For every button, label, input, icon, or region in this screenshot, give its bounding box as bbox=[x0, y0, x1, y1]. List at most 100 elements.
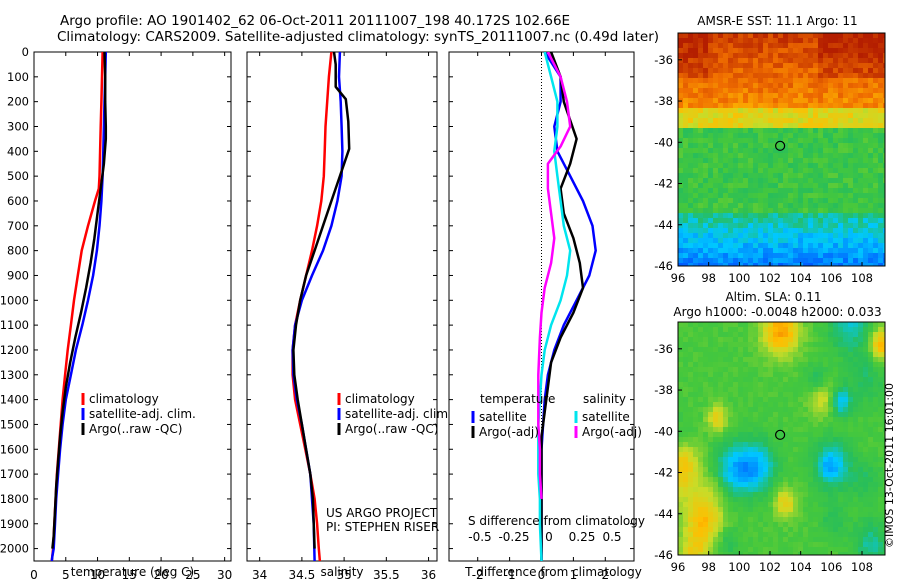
top-tick-label: 0.25 bbox=[569, 530, 596, 544]
x-tick-label: 35.5 bbox=[373, 568, 400, 580]
argo-position-marker bbox=[775, 429, 786, 440]
figure-title-line2: Climatology: CARS2009. Satellite-adjuste… bbox=[57, 29, 660, 45]
map-y-tick-label: -44 bbox=[654, 218, 673, 232]
y-tick-label: 1700 bbox=[0, 467, 29, 481]
legend-header-temperature: temperature bbox=[480, 392, 555, 406]
y-tick-label: 1400 bbox=[0, 393, 29, 407]
y-tick-label: 0 bbox=[22, 45, 29, 59]
legend-label: Argo(..raw -QC) bbox=[345, 422, 438, 436]
y-tick-label: 1300 bbox=[0, 368, 29, 382]
y-tick-label: 100 bbox=[7, 70, 29, 84]
map-frame bbox=[677, 321, 886, 556]
pi-annotation: PI: STEPHEN RISER bbox=[326, 520, 439, 534]
map-y-tick-label: -42 bbox=[654, 177, 673, 191]
x-tick-label: 35 bbox=[336, 568, 351, 580]
map-x-tick-label: 102 bbox=[759, 560, 781, 574]
map-x-tick-label: 106 bbox=[820, 271, 842, 285]
x-tick-label: 10 bbox=[90, 568, 105, 580]
y-tick-label: 1100 bbox=[0, 318, 29, 332]
map-field bbox=[678, 322, 885, 555]
x-tick-label: 15 bbox=[122, 568, 137, 580]
profile-panel-2: 34 34.5 35 35.5 36 salinity climatologysatelli… bbox=[246, 51, 452, 580]
imos-watermark: ©IMOS 13-Oct-2011 16:01:00 bbox=[883, 383, 896, 548]
profile-panel-1: 0 5 10 15 20 25 300100200300400500600700800900… bbox=[0, 45, 232, 580]
map-x-tick-label: 108 bbox=[851, 560, 873, 574]
map-y-tick-label: -40 bbox=[654, 424, 673, 438]
legend-label: climatology bbox=[345, 392, 415, 406]
y-tick-label: 1800 bbox=[0, 492, 29, 506]
map-y-tick-label: -40 bbox=[654, 135, 673, 149]
top-tick-label: -0.25 bbox=[498, 530, 529, 544]
legend-label: satellite bbox=[582, 410, 630, 424]
x-tick-label: 0 bbox=[538, 568, 546, 580]
map-y-tick-label: -46 bbox=[654, 259, 673, 273]
map-title: Altim. SLA: 0.11 bbox=[725, 290, 821, 304]
map-x-tick-label: 98 bbox=[701, 271, 716, 285]
map-x-tick-label: 98 bbox=[701, 560, 716, 574]
map-y-tick-label: -38 bbox=[654, 383, 673, 397]
legend-label: Argo(-adj) bbox=[582, 425, 642, 439]
map-frame bbox=[677, 32, 886, 267]
top-axis-title: S difference from climatology bbox=[468, 514, 645, 528]
map-x-tick-label: 106 bbox=[820, 560, 842, 574]
map-x-tick-label: 96 bbox=[671, 560, 686, 574]
y-tick-label: 1900 bbox=[0, 517, 29, 531]
map-y-tick-label: -38 bbox=[654, 94, 673, 108]
map-x-tick-label: 108 bbox=[851, 271, 873, 285]
legend-label: Argo(-adj) bbox=[479, 425, 539, 439]
y-tick-label: 800 bbox=[7, 244, 29, 258]
x-tick-label: 5 bbox=[62, 568, 70, 580]
x-tick-label: 2 bbox=[601, 568, 609, 580]
y-tick-label: 1000 bbox=[0, 293, 29, 307]
map-subtitle: Argo h1000: -0.0048 h2000: 0.033 bbox=[673, 305, 881, 319]
map-title: AMSR-E SST: 11.1 Argo: 11 bbox=[697, 14, 857, 28]
y-tick-label: 500 bbox=[7, 169, 29, 183]
y-tick-label: 700 bbox=[7, 219, 29, 233]
y-tick-label: 400 bbox=[7, 144, 29, 158]
map-panel-1: 96 98 100 102 104 106 108 -36 -38 -40 -42 -44 -46 AMS… bbox=[654, 14, 886, 285]
profile-panel-3: -2 -1 0 1 2T difference from climatology temp… bbox=[448, 51, 645, 580]
map-x-tick-label: 96 bbox=[671, 271, 686, 285]
map-x-tick-label: 100 bbox=[728, 271, 750, 285]
legend-label: satellite-adj. clim. bbox=[89, 407, 196, 421]
legend-label: climatology bbox=[89, 392, 159, 406]
argo-position-marker bbox=[775, 140, 786, 151]
y-tick-label: 600 bbox=[7, 194, 29, 208]
x-tick-label: 34 bbox=[252, 568, 267, 580]
map-x-tick-label: 102 bbox=[759, 271, 781, 285]
map-y-tick-label: -36 bbox=[654, 342, 673, 356]
legend-label: Argo(..raw -QC) bbox=[89, 422, 182, 436]
y-tick-label: 1500 bbox=[0, 417, 29, 431]
map-x-tick-label: 104 bbox=[790, 560, 812, 574]
x-tick-label: 1 bbox=[570, 568, 578, 580]
map-y-tick-label: -36 bbox=[654, 53, 673, 67]
map-y-tick-label: -44 bbox=[654, 507, 673, 521]
x-tick-label: 34.5 bbox=[289, 568, 316, 580]
y-tick-label: 1600 bbox=[0, 442, 29, 456]
map-panel-2: 96 98 100 102 104 106 108 -36 -38 -40 -42 -44 -46 Alt… bbox=[654, 290, 886, 574]
x-tick-label: -1 bbox=[504, 568, 516, 580]
legend-label: satellite bbox=[479, 410, 527, 424]
y-tick-label: 200 bbox=[7, 95, 29, 109]
y-tick-label: 900 bbox=[7, 268, 29, 282]
panel-frame bbox=[33, 51, 232, 562]
series-line-3 bbox=[292, 52, 351, 549]
top-tick-label: 0.5 bbox=[602, 530, 621, 544]
legend-label: satellite-adj. clim. bbox=[345, 407, 452, 421]
x-tick-label: 0 bbox=[30, 568, 38, 580]
x-tick-label: 25 bbox=[185, 568, 200, 580]
map-x-tick-label: 104 bbox=[790, 271, 812, 285]
series-line-3 bbox=[51, 52, 108, 549]
series-line-3 bbox=[537, 52, 572, 561]
y-tick-label: 2000 bbox=[0, 542, 29, 556]
x-axis-label: T difference from climatology bbox=[464, 565, 642, 579]
top-tick-label: -0.5 bbox=[468, 530, 491, 544]
x-tick-label: 30 bbox=[217, 568, 232, 580]
x-tick-label: 36 bbox=[421, 568, 436, 580]
legend-header-salinity: salinity bbox=[583, 392, 626, 406]
x-tick-label: 20 bbox=[153, 568, 168, 580]
y-tick-label: 1200 bbox=[0, 343, 29, 357]
series-line-4 bbox=[537, 52, 572, 499]
pi-annotation: US ARGO PROJECT bbox=[326, 506, 438, 520]
